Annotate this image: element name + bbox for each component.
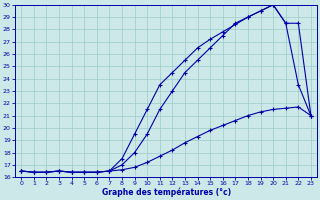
X-axis label: Graphe des températures (°c): Graphe des températures (°c) xyxy=(101,188,231,197)
